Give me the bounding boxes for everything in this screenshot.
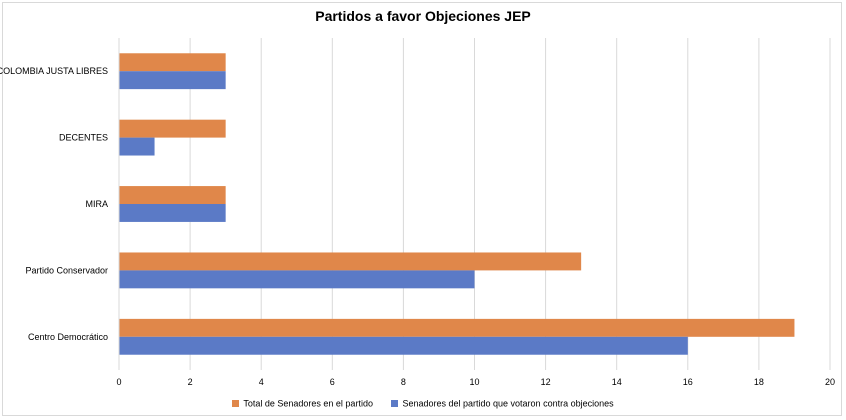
- x-tick-label-8: 16: [683, 377, 693, 387]
- x-tick-label-1: 2: [188, 377, 193, 387]
- x-tick-label-3: 6: [330, 377, 335, 387]
- legend-swatch-total: [232, 400, 240, 408]
- chart-frame: [2, 2, 842, 416]
- x-tick-label-2: 4: [259, 377, 264, 387]
- category-label-3: DECENTES: [59, 133, 108, 143]
- legend-label-contra: Senadores del partido que votaron contra…: [402, 398, 614, 409]
- x-tick-label-10: 20: [825, 377, 835, 387]
- bar-contra-0: [119, 336, 688, 355]
- bar-total-1: [119, 252, 582, 271]
- category-label-2: MIRA: [86, 199, 109, 209]
- legend-label-total: Total de Senadores en el partido: [243, 398, 373, 409]
- bar-contra-3: [119, 137, 155, 156]
- x-tick-label-7: 14: [612, 377, 622, 387]
- bar-contra-2: [119, 204, 226, 222]
- bar-contra-4: [119, 71, 226, 90]
- legend-item-contra: Senadores del partido que votaron contra…: [391, 398, 614, 409]
- bar-total-2: [119, 186, 226, 204]
- bar-contra-1: [119, 270, 475, 289]
- legend-item-total: Total de Senadores en el partido: [232, 398, 373, 409]
- x-tick-label-6: 12: [541, 377, 551, 387]
- x-tick-label-4: 8: [401, 377, 406, 387]
- x-tick-label-9: 18: [754, 377, 764, 387]
- category-label-4: COLOMBIA JUSTA LIBRES: [0, 66, 108, 76]
- category-label-1: Partido Conservador: [25, 265, 108, 275]
- x-tick-label-0: 0: [116, 377, 121, 387]
- legend-swatch-contra: [391, 400, 399, 408]
- bar-total-4: [119, 53, 226, 72]
- bar-total-3: [119, 119, 226, 138]
- category-label-0: Centro Democrático: [28, 332, 108, 342]
- bar-total-0: [119, 318, 795, 337]
- x-tick-label-5: 10: [469, 377, 479, 387]
- legend: Total de Senadores en el partido Senador…: [0, 398, 846, 409]
- chart-title: Partidos a favor Objeciones JEP: [315, 8, 531, 24]
